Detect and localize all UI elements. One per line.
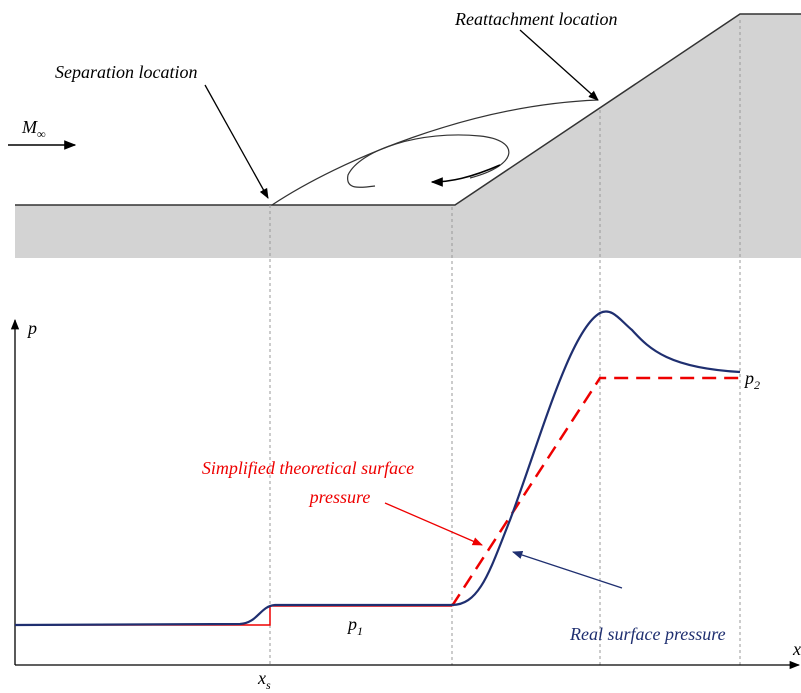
simplified-label: Simplified theoretical surface bbox=[202, 458, 414, 478]
xs-label: xs bbox=[257, 668, 271, 692]
real-label: Real surface pressure bbox=[569, 624, 726, 644]
theoretical-pressure-dashed bbox=[452, 378, 740, 606]
recirculation-arrow bbox=[432, 165, 500, 182]
theoretical-pressure bbox=[15, 606, 452, 625]
reattachment-label: Reattachment location bbox=[454, 9, 617, 29]
diagram: Reattachment location Separation locatio… bbox=[0, 0, 801, 693]
recirculation bbox=[348, 135, 509, 187]
simplified-label: pressure bbox=[308, 487, 371, 507]
reattachment-arrow bbox=[520, 30, 598, 100]
p1-label: p1 bbox=[346, 614, 363, 638]
separation-label: Separation location bbox=[55, 62, 198, 82]
ramp-body bbox=[15, 14, 801, 258]
simplified-arrow bbox=[385, 503, 482, 545]
mach-label: M∞ bbox=[21, 117, 46, 141]
separation-arrow bbox=[205, 85, 268, 198]
x-axis-label: x bbox=[792, 639, 801, 659]
p2-label: p2 bbox=[743, 368, 760, 392]
real-arrow bbox=[513, 552, 622, 588]
y-axis-label: p bbox=[26, 318, 37, 338]
